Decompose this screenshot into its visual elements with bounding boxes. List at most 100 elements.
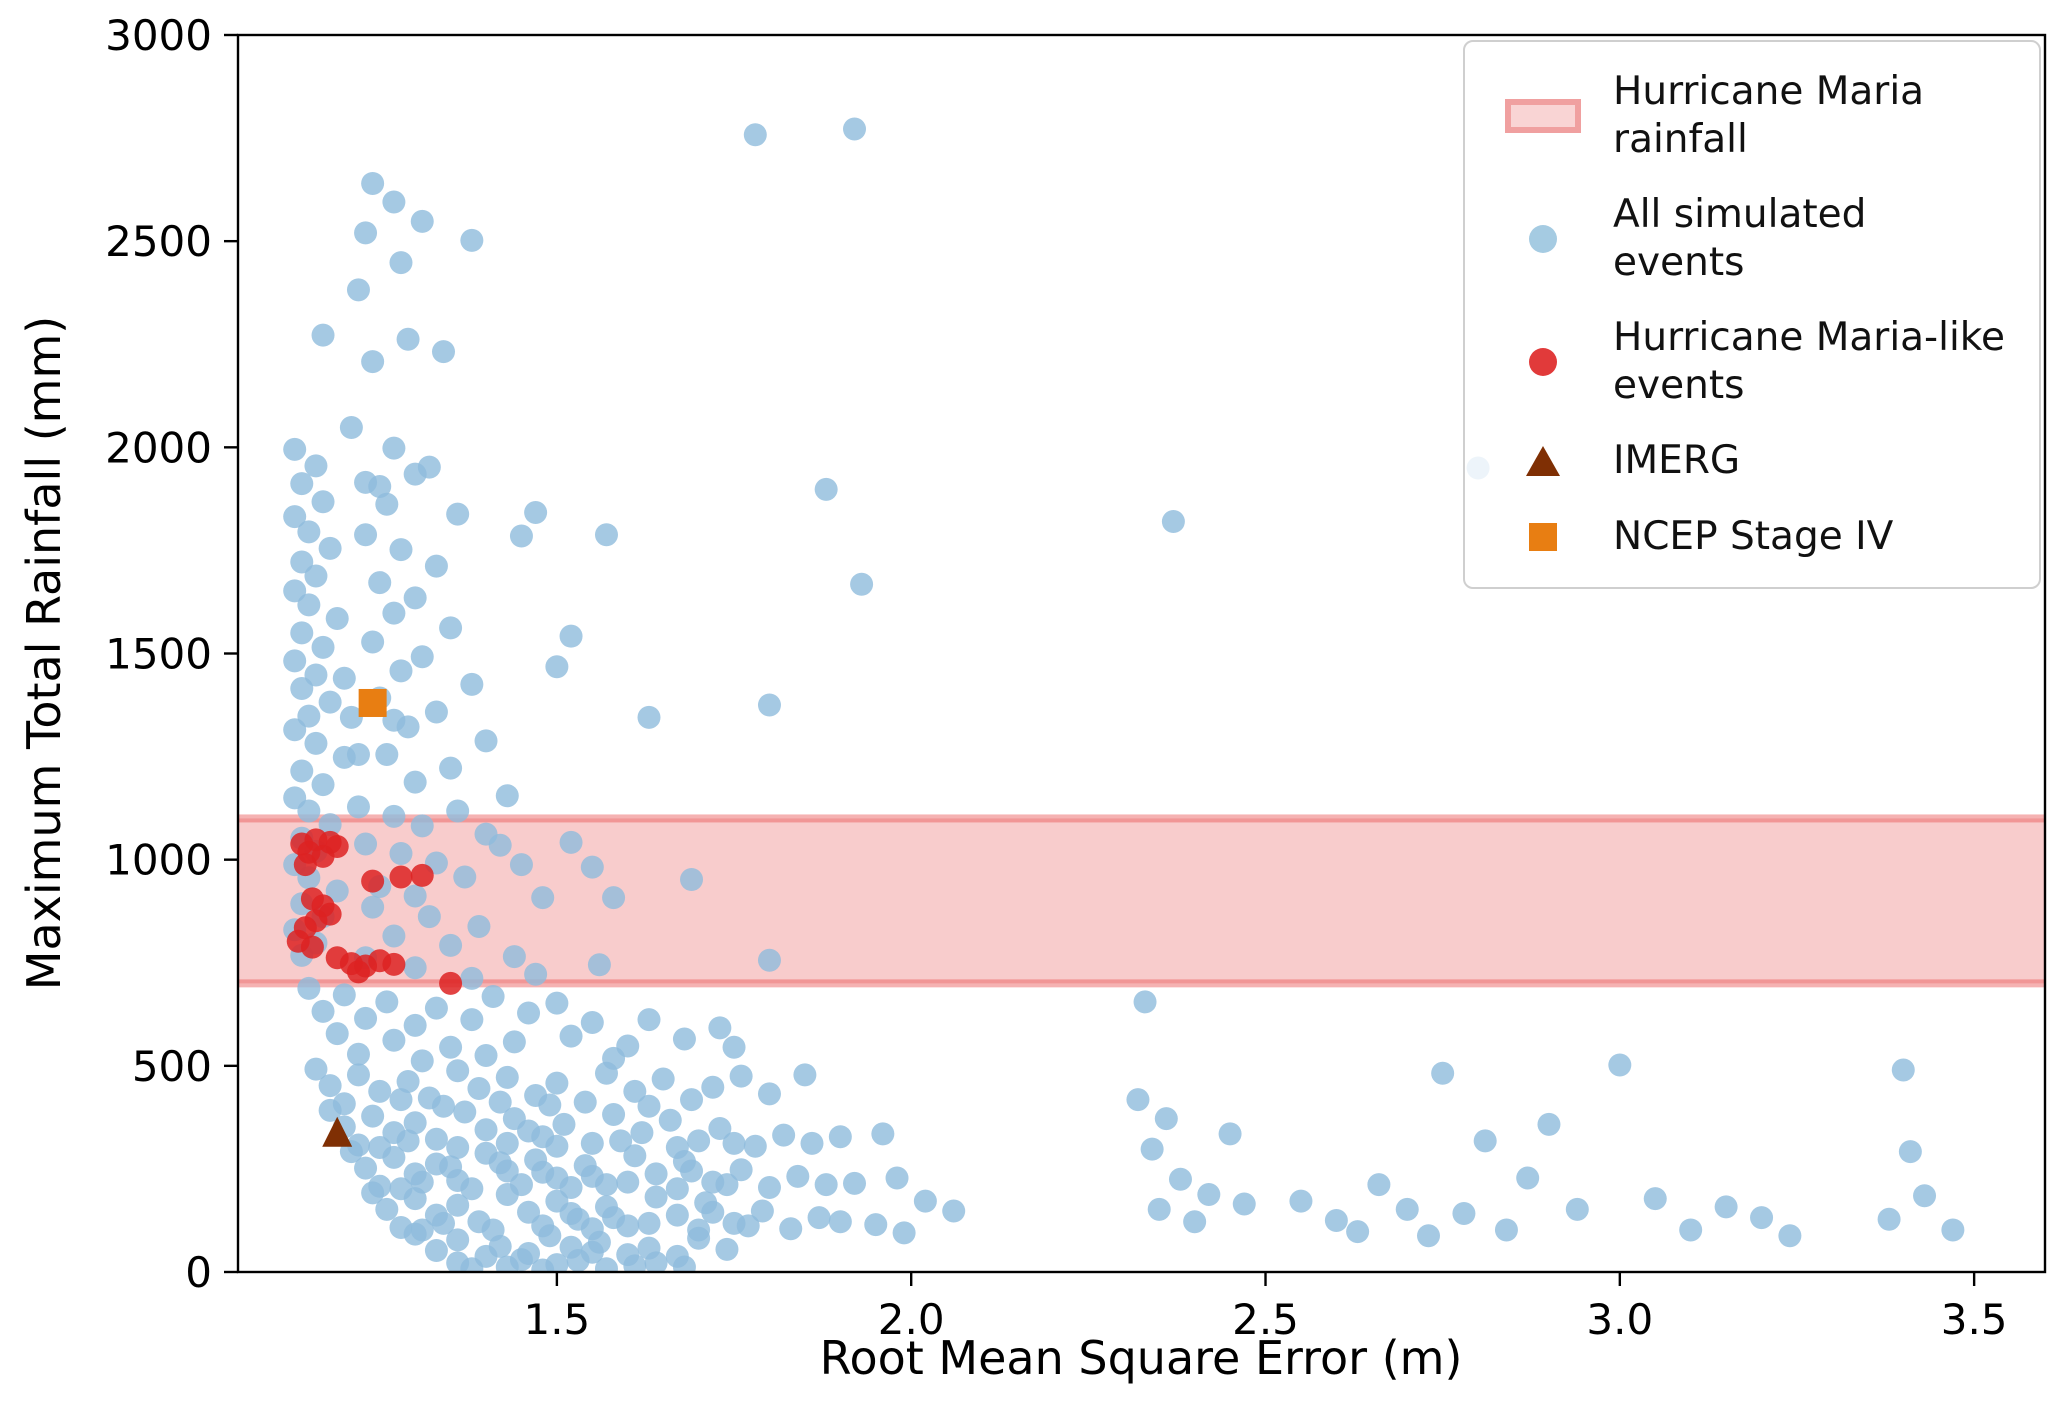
all-simulated-events-point xyxy=(594,1061,618,1085)
all-simulated-events-point xyxy=(325,606,349,630)
all-simulated-events-point xyxy=(318,536,342,560)
all-simulated-events-point xyxy=(517,1001,541,1025)
all-simulated-events-point xyxy=(354,832,378,856)
all-simulated-events-point xyxy=(361,350,385,374)
all-simulated-events-point xyxy=(297,704,321,728)
all-simulated-events-point xyxy=(772,1123,796,1147)
all-simulated-events-point xyxy=(1679,1218,1703,1242)
all-simulated-events-point xyxy=(424,1127,448,1151)
square-swatch xyxy=(1529,522,1558,551)
all-simulated-events-point xyxy=(290,759,314,783)
all-simulated-events-point xyxy=(913,1189,937,1213)
all-simulated-events-point xyxy=(559,624,583,648)
all-simulated-events-point xyxy=(1565,1197,1589,1221)
all-simulated-events-point xyxy=(1643,1187,1667,1211)
all-simulated-events-point xyxy=(389,251,413,275)
all-simulated-events-point xyxy=(637,1008,661,1032)
all-simulated-events-point xyxy=(942,1199,966,1223)
all-simulated-events-point xyxy=(757,1082,781,1106)
all-simulated-events-point xyxy=(389,1088,413,1112)
all-simulated-events-point xyxy=(318,1098,342,1122)
hurricane-maria-like-events-point xyxy=(361,869,385,893)
all-simulated-events-point xyxy=(793,1063,817,1087)
all-simulated-events-point xyxy=(1913,1184,1937,1208)
all-simulated-events-point xyxy=(446,1228,470,1252)
all-simulated-events-point xyxy=(630,1121,654,1145)
legend: Hurricane Maria rainfall All simulated e… xyxy=(1463,40,2041,589)
all-simulated-events-point xyxy=(396,1129,420,1153)
all-simulated-events-point xyxy=(354,1156,378,1180)
all-simulated-events-point xyxy=(304,663,328,687)
y-axis-label: Maximum Total Rainfall (mm) xyxy=(17,315,71,991)
imerg-point xyxy=(322,1116,353,1147)
hurricane-maria-like-events-point xyxy=(346,960,370,984)
all-simulated-events-point xyxy=(672,1027,696,1051)
all-simulated-events-point xyxy=(346,1063,370,1087)
legend-swatch-cell xyxy=(1491,98,1595,133)
hurricane-maria-like-events-point xyxy=(300,935,324,959)
all-simulated-events-point xyxy=(814,1173,838,1197)
all-simulated-events-point xyxy=(871,1122,895,1146)
all-simulated-events-point xyxy=(729,1158,753,1182)
all-simulated-events-point xyxy=(325,879,349,903)
all-simulated-events-point xyxy=(375,492,399,516)
all-simulated-events-point xyxy=(368,1079,392,1103)
all-simulated-events-point xyxy=(531,886,555,910)
all-simulated-events-point xyxy=(538,1093,562,1117)
all-simulated-events-point xyxy=(375,743,399,767)
y-tick-label: 1500 xyxy=(105,630,212,679)
all-simulated-events-point xyxy=(509,853,533,877)
all-simulated-events-point xyxy=(403,1111,427,1135)
all-simulated-events-point xyxy=(602,1206,626,1230)
hurricane-maria-like-events-point xyxy=(389,865,413,889)
y-tick-label: 0 xyxy=(185,1248,212,1297)
legend-item-maria-like: Hurricane Maria-like events xyxy=(1491,314,2005,409)
all-simulated-events-point xyxy=(616,1170,640,1194)
all-simulated-events-point xyxy=(290,472,314,496)
all-simulated-events-point xyxy=(488,833,512,857)
all-simulated-events-point xyxy=(828,1210,852,1234)
all-simulated-events-point xyxy=(290,677,314,701)
x-tick-label: 1.5 xyxy=(523,1295,590,1344)
hurricane-maria-like-events-point xyxy=(439,971,463,995)
y-tick-label: 3000 xyxy=(105,11,212,60)
all-simulated-events-point xyxy=(1516,1166,1540,1190)
all-simulated-events-point xyxy=(432,340,456,364)
all-simulated-events-point xyxy=(488,1151,512,1175)
all-simulated-events-point xyxy=(1133,990,1157,1014)
all-simulated-events-point xyxy=(1941,1218,1965,1242)
all-simulated-events-point xyxy=(1218,1122,1242,1146)
all-simulated-events-point xyxy=(1161,510,1185,534)
all-simulated-events-point xyxy=(460,672,484,696)
band-swatch xyxy=(1505,98,1582,133)
all-simulated-events-point xyxy=(850,572,874,596)
all-simulated-events-point xyxy=(708,1016,732,1040)
all-simulated-events-point xyxy=(304,564,328,588)
all-simulated-events-point xyxy=(1431,1061,1455,1085)
all-simulated-events-point xyxy=(389,538,413,562)
all-simulated-events-point xyxy=(283,579,307,603)
all-simulated-events-point xyxy=(446,1059,470,1083)
plot-area xyxy=(238,117,2045,1272)
all-simulated-events-point xyxy=(1608,1053,1632,1077)
all-simulated-events-point xyxy=(403,586,427,610)
all-simulated-events-point xyxy=(637,705,661,729)
all-simulated-events-point xyxy=(375,1197,399,1221)
all-simulated-events-point xyxy=(432,1094,456,1118)
all-simulated-events-point xyxy=(424,700,448,724)
all-simulated-events-point xyxy=(502,945,526,969)
all-simulated-events-point xyxy=(283,505,307,529)
all-simulated-events-point xyxy=(339,705,363,729)
all-simulated-events-point xyxy=(644,1251,668,1272)
all-simulated-events-point xyxy=(453,865,477,889)
all-simulated-events-point xyxy=(297,520,321,544)
all-simulated-events-point xyxy=(332,983,356,1007)
all-simulated-events-point xyxy=(517,1200,541,1224)
legend-item-all-simulated: All simulated events xyxy=(1491,191,2005,286)
x-tick-label: 2.0 xyxy=(878,1295,945,1344)
all-simulated-events-point xyxy=(594,523,618,547)
all-simulated-events-point xyxy=(495,1131,519,1155)
all-simulated-events-point xyxy=(623,1079,647,1103)
all-simulated-events-point xyxy=(715,1237,739,1261)
all-simulated-events-point xyxy=(580,1011,604,1035)
